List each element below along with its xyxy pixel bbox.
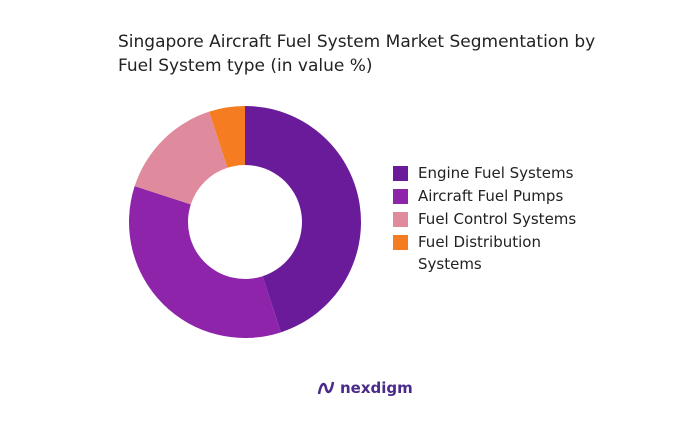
- logo-icon: [317, 381, 335, 395]
- slice: [209, 106, 245, 168]
- legend: Engine Fuel Systems Aircraft Fuel Pumps Fu…: [393, 162, 593, 276]
- legend-item: Fuel Control Systems: [393, 208, 593, 230]
- legend-item: Engine Fuel Systems: [393, 162, 593, 184]
- slice: [134, 111, 228, 205]
- legend-swatch: [393, 166, 408, 181]
- legend-label: Fuel Distribution Systems: [418, 233, 541, 273]
- legend-swatch: [393, 189, 408, 204]
- legend-swatch: [393, 212, 408, 227]
- legend-label: Engine Fuel Systems: [418, 164, 574, 182]
- legend-label: Fuel Control Systems: [418, 210, 577, 228]
- slice: [245, 106, 362, 333]
- chart-title: Singapore Aircraft Fuel System Market Se…: [118, 32, 596, 76]
- logo-text: nexdigm: [340, 379, 413, 397]
- legend-label: Aircraft Fuel Pumps: [418, 187, 564, 205]
- slice: [129, 186, 281, 339]
- legend-item: Aircraft Fuel Pumps: [393, 185, 593, 207]
- legend-item: Fuel Distribution Systems: [393, 231, 593, 275]
- legend-swatch: [393, 235, 408, 250]
- logo: nexdigm: [316, 378, 413, 398]
